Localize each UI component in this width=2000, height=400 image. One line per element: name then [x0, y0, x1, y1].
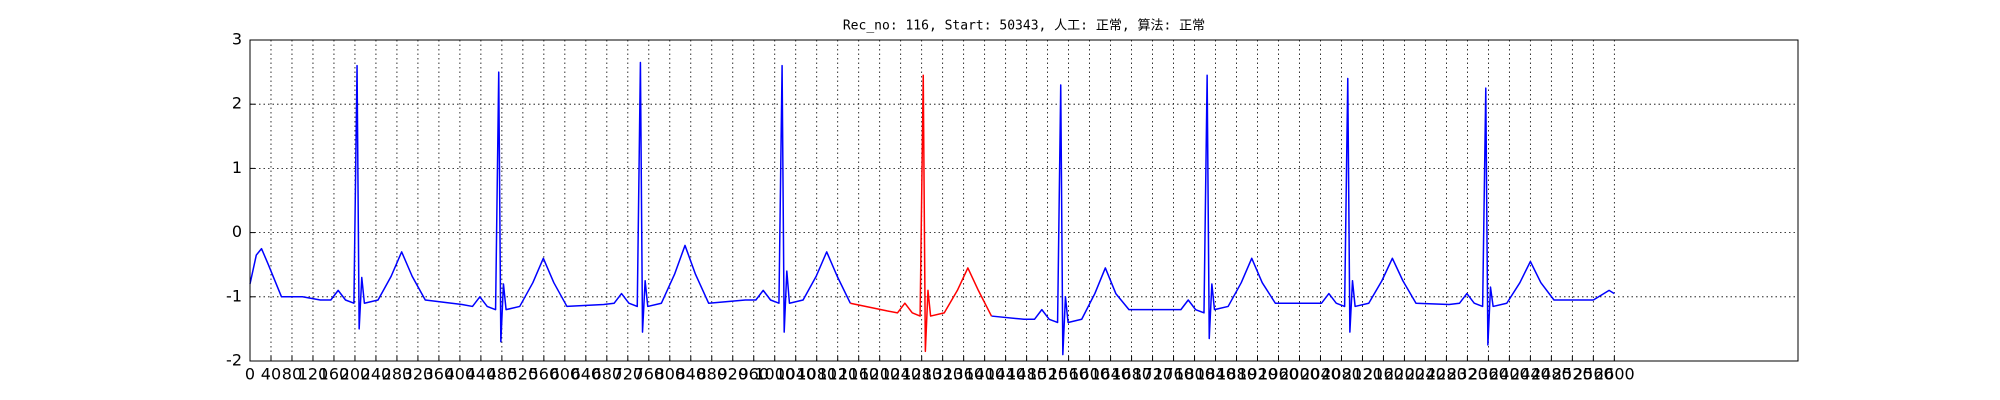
- x-tick-label: 1440: [985, 365, 1026, 384]
- x-tick-label: 1560: [1048, 365, 1089, 384]
- x-tick-label: 1760: [1153, 365, 1194, 384]
- x-tick-label: 2000: [1279, 365, 1320, 384]
- series-line: [850, 74, 993, 353]
- x-tick-label: 160: [319, 365, 350, 384]
- y-tick-label: 2: [232, 94, 242, 113]
- x-tick-label: 1400: [964, 365, 1005, 384]
- x-tick-label: 1880: [1216, 365, 1257, 384]
- x-tick-label: 2280: [1426, 365, 1467, 384]
- x-tick-label: 240: [361, 365, 392, 384]
- x-tick-label: 880: [697, 365, 728, 384]
- x-tick-label: 2360: [1468, 365, 1509, 384]
- x-tick-label: 1920: [1237, 365, 1278, 384]
- x-tick-label: 1200: [859, 365, 900, 384]
- x-tick-label: 1720: [1132, 365, 1173, 384]
- x-tick-label: 1240: [880, 365, 921, 384]
- x-tick-label: 1080: [796, 365, 837, 384]
- x-tick-label: 1840: [1195, 365, 1236, 384]
- x-tick-label: 920: [717, 365, 748, 384]
- x-tick-label: 1520: [1027, 365, 1068, 384]
- x-tick-label: 1000: [754, 365, 795, 384]
- x-tick-label: 2440: [1510, 365, 1551, 384]
- x-tick-label: 840: [676, 365, 707, 384]
- x-tick-label: 0: [245, 365, 255, 384]
- x-tick-label: 720: [613, 365, 644, 384]
- x-tick-label: 640: [571, 365, 602, 384]
- x-tick-label: 2520: [1552, 365, 1593, 384]
- x-tick-label: 2400: [1489, 365, 1530, 384]
- x-tick-label: 400: [445, 365, 476, 384]
- y-tick-label: 0: [232, 222, 242, 241]
- x-tick-label: 200: [340, 365, 371, 384]
- x-tick-label: 1640: [1090, 365, 1131, 384]
- x-tick-label: 80: [282, 365, 302, 384]
- x-tick-label: 40: [261, 365, 281, 384]
- x-tick-label: 1040: [775, 365, 816, 384]
- x-tick-label: 320: [403, 365, 434, 384]
- x-tick-label: 480: [487, 365, 518, 384]
- x-tick-label: 360: [424, 365, 455, 384]
- x-tick-label: 800: [655, 365, 686, 384]
- x-tick-label: 1120: [817, 365, 858, 384]
- x-tick-label: 440: [466, 365, 497, 384]
- series-line: [249, 61, 1615, 356]
- x-tick-label: 1680: [1111, 365, 1152, 384]
- x-tick-label: 2040: [1300, 365, 1341, 384]
- chart-title: Rec_no: 116, Start: 50343, 人工: 正常, 算法: 正…: [843, 19, 1205, 34]
- x-tick-label: 2120: [1342, 365, 1383, 384]
- x-tick-label: 2240: [1405, 365, 1446, 384]
- x-tick-label: 2160: [1363, 365, 1404, 384]
- x-tick-label: 2080: [1321, 365, 1362, 384]
- x-tick-label: 1160: [838, 365, 879, 384]
- y-tick-label: 3: [232, 30, 242, 49]
- x-tick-label: 2320: [1447, 365, 1488, 384]
- x-tick-label: 2560: [1573, 365, 1614, 384]
- x-tick-label: 680: [592, 365, 623, 384]
- y-tick-label: 1: [232, 158, 242, 177]
- x-tick-label: 600: [550, 365, 581, 384]
- x-tick-label: 1600: [1069, 365, 1110, 384]
- x-tick-label: 1280: [901, 365, 942, 384]
- y-tick-label: -1: [226, 286, 242, 305]
- plot-frame: [249, 39, 1799, 362]
- x-tick-label: 2200: [1384, 365, 1425, 384]
- x-tick-label: 1320: [922, 365, 963, 384]
- x-tick-label: 120: [298, 365, 329, 384]
- x-tick-label: 1960: [1258, 365, 1299, 384]
- x-tick-label: 1480: [1006, 365, 1047, 384]
- x-tick-label: 2600: [1594, 365, 1635, 384]
- x-tick-label: 760: [634, 365, 665, 384]
- x-tick-label: 280: [382, 365, 413, 384]
- y-tick-label: -2: [226, 351, 242, 370]
- x-tick-label: 1800: [1174, 365, 1215, 384]
- x-tick-label: 560: [529, 365, 560, 384]
- x-tick-label: 1360: [943, 365, 984, 384]
- x-tick-label: 2480: [1531, 365, 1572, 384]
- x-tick-label: 520: [508, 365, 539, 384]
- x-tick-label: 960: [738, 365, 769, 384]
